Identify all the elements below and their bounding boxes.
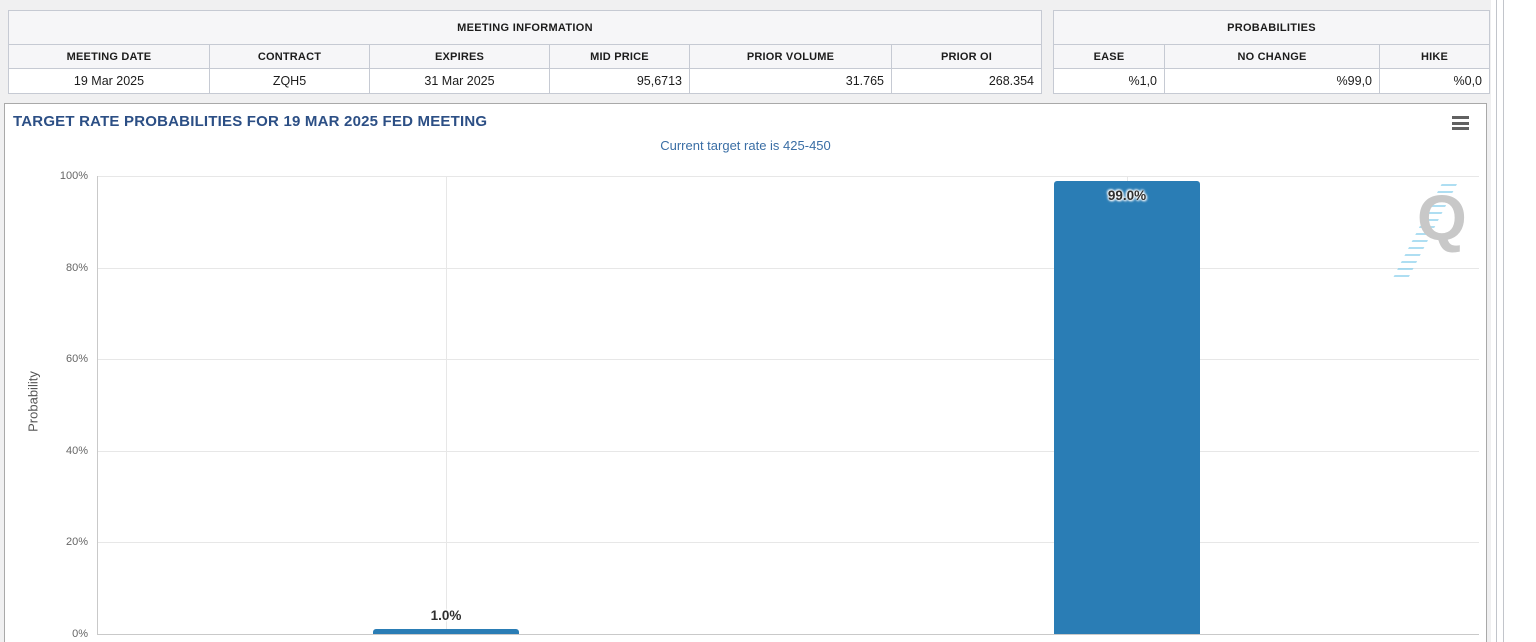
quikstrike-watermark-q-icon: Q (1417, 182, 1467, 254)
prior-volume-value: 31.765 (689, 68, 891, 93)
meeting-information-title: MEETING INFORMATION (9, 11, 1041, 44)
chart-menu-hamburger-icon[interactable] (1452, 116, 1469, 130)
column-header-hike: HIKE (1379, 44, 1489, 68)
column-header-ease: EASE (1054, 44, 1164, 68)
column-header-meeting-date: MEETING DATE (9, 44, 209, 68)
y-axis-line (97, 176, 98, 634)
bar-label-2: 99.0% (1107, 187, 1147, 203)
meeting-date-value: 19 Mar 2025 (9, 68, 209, 93)
column-header-contract: CONTRACT (209, 44, 369, 68)
column-header-prior-oi: PRIOR OI (891, 44, 1041, 68)
no-change-value: %99,0 (1164, 68, 1379, 93)
gridline-60 (98, 359, 1479, 361)
y-tick-100: 100% (59, 170, 88, 182)
y-tick-0: 0% (72, 628, 88, 640)
vertical-scrollbar[interactable] (1491, 0, 1509, 642)
bar-label-1: 1.0% (430, 608, 462, 624)
mid-price-value: 95,6713 (549, 68, 689, 93)
gridline-80 (98, 267, 1479, 269)
probability-bar-1[interactable] (373, 629, 519, 634)
y-tick-40: 40% (65, 444, 88, 457)
chart-subtitle: Current target rate is 425-450 (660, 138, 831, 153)
target-rate-chart-panel: TARGET RATE PROBABILITIES FOR 19 MAR 202… (4, 103, 1487, 642)
y-tick-80: 80% (65, 261, 88, 274)
y-tick-20: 20% (65, 536, 88, 549)
hike-value: %0,0 (1379, 68, 1489, 93)
edge-line-right (1503, 0, 1504, 642)
expires-value: 31 Mar 2025 (369, 68, 549, 93)
gridline-20 (98, 542, 1479, 544)
probabilities-title: PROBABILITIES (1054, 11, 1489, 44)
prior-oi-value: 268.354 (891, 68, 1041, 93)
edge-line-left (1496, 0, 1497, 642)
column-header-no-change: NO CHANGE (1164, 44, 1379, 68)
gridline-40 (98, 450, 1479, 452)
y-tick-60: 60% (65, 353, 88, 366)
column-header-mid-price: MID PRICE (549, 44, 689, 68)
gridline-category-1 (446, 176, 447, 634)
probabilities-table: PROBABILITIES EASE NO CHANGE HIKE %1,0 %… (1053, 10, 1490, 94)
gridline-100 (98, 176, 1479, 177)
contract-value: ZQH5 (209, 68, 369, 93)
meeting-information-table: MEETING INFORMATION MEETING DATE CONTRAC… (8, 10, 1042, 94)
probability-bar-2[interactable] (1054, 180, 1200, 634)
chart-title: TARGET RATE PROBABILITIES FOR 19 MAR 202… (13, 113, 488, 130)
column-header-expires: EXPIRES (369, 44, 549, 68)
ease-value: %1,0 (1054, 68, 1164, 93)
x-axis-line (97, 634, 1479, 635)
column-header-prior-volume: PRIOR VOLUME (689, 44, 891, 68)
